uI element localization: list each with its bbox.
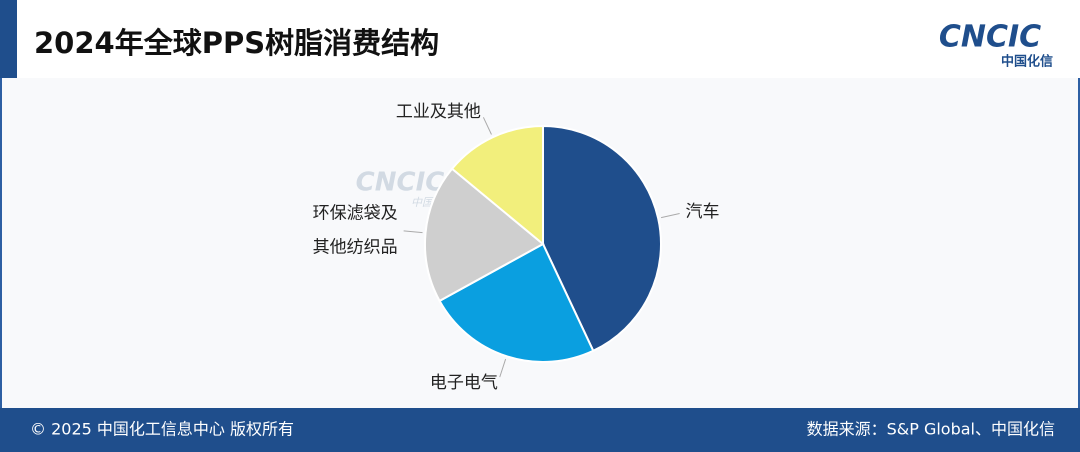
copyright: © 2025 中国化工信息中心 版权所有 [30, 420, 294, 439]
slice-label: 电子电气 [430, 373, 498, 393]
watermark: CNCIC [356, 168, 445, 198]
label-line: 电子电气 [430, 373, 498, 393]
pie-slice [438, 242, 595, 363]
label-line: 环保滤袋及 [313, 203, 398, 223]
pie-slice [450, 124, 544, 247]
source: 数据来源：S&P Global、中国化信 [807, 420, 1055, 439]
label-line: 其他纺织品 [313, 237, 398, 257]
chart-title: 2024年全球PPS树脂消费结构 [34, 26, 439, 60]
leader-line [403, 230, 423, 234]
leader-line [482, 117, 492, 135]
pie-slice [424, 167, 545, 303]
header-accent [0, 0, 17, 78]
footer-bar [0, 408, 1080, 452]
logo-sub: 中国化信 [1001, 54, 1053, 70]
leader-line [499, 358, 507, 378]
slice-label: 工业及其他 [396, 102, 481, 122]
pie-slice [542, 124, 662, 353]
header-bar [0, 0, 1080, 78]
leader-line [660, 212, 680, 219]
label-line: 工业及其他 [396, 102, 481, 122]
slice-label: 汽车 [685, 202, 719, 222]
logo: CNCIC [939, 20, 1041, 55]
slice-label: 环保滤袋及其他纺织品 [313, 203, 398, 257]
label-line: 汽车 [685, 202, 719, 222]
